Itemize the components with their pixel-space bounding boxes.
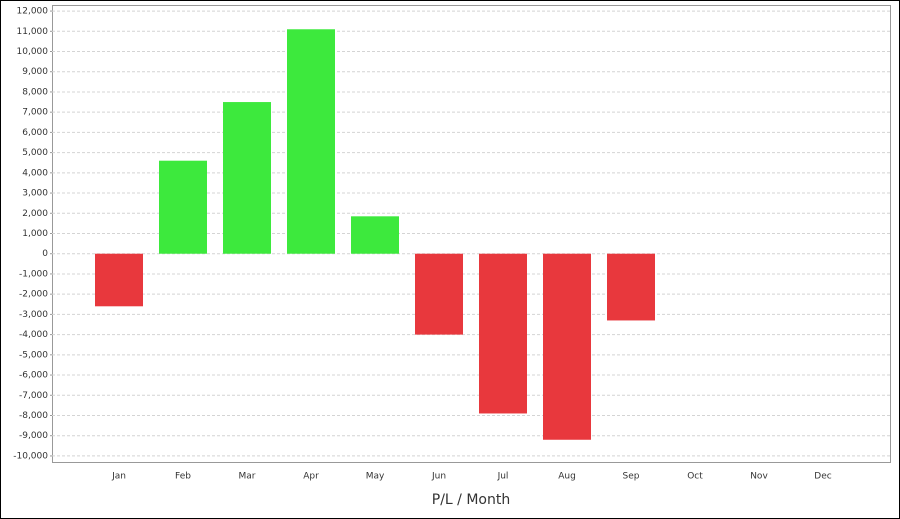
x-tick-label: Dec [814,472,831,482]
y-tick-label: 8,000 [22,87,48,97]
y-tick-label: -10,000 [13,451,48,461]
y-tick-label: 11,000 [17,27,49,37]
x-axis-title: P/L / Month [432,492,510,508]
x-tick-label: Oct [687,472,703,482]
x-tick-label: Aug [558,472,576,482]
y-tick-label: 4,000 [22,168,48,178]
y-tick-label: 10,000 [17,47,49,57]
y-tick-label: -8,000 [19,411,48,421]
bar [159,160,207,254]
y-tick-label: 9,000 [22,67,48,77]
y-tick-label: 3,000 [22,189,48,199]
x-tick-label: Mar [239,472,256,482]
x-tick-label: Sep [623,472,640,482]
y-tick-label: -7,000 [19,391,48,401]
bar [351,216,399,254]
y-tick-label: -6,000 [19,371,48,381]
y-tick-label: -9,000 [19,431,48,441]
y-tick-label: 6,000 [22,128,48,138]
y-tick-label: 2,000 [22,209,48,219]
y-tick-label: 5,000 [22,148,48,158]
bar [287,29,335,254]
y-tick-label: -3,000 [19,310,48,320]
bar [543,253,591,440]
x-tick-label: Jan [111,472,126,482]
bar [95,253,143,307]
y-tick-label: -1,000 [19,269,48,279]
y-tick-label: 12,000 [17,7,49,17]
x-tick-label: Nov [750,472,768,482]
bar [223,102,271,254]
bar [479,253,527,414]
bar [607,253,655,321]
x-tick-label: May [366,472,385,482]
y-tick-label: -4,000 [19,330,48,340]
y-tick-label: 1,000 [22,229,48,239]
x-tick-label: Jun [431,472,446,482]
y-tick-label: -2,000 [19,290,48,300]
y-tick-label: 0 [42,249,48,259]
y-tick-label: -5,000 [19,350,48,360]
x-tick-label: Feb [175,472,191,482]
x-tick-label: Jul [497,472,509,482]
bar [415,253,463,335]
y-tick-label: 7,000 [22,108,48,118]
x-tick-label: Apr [303,472,319,482]
